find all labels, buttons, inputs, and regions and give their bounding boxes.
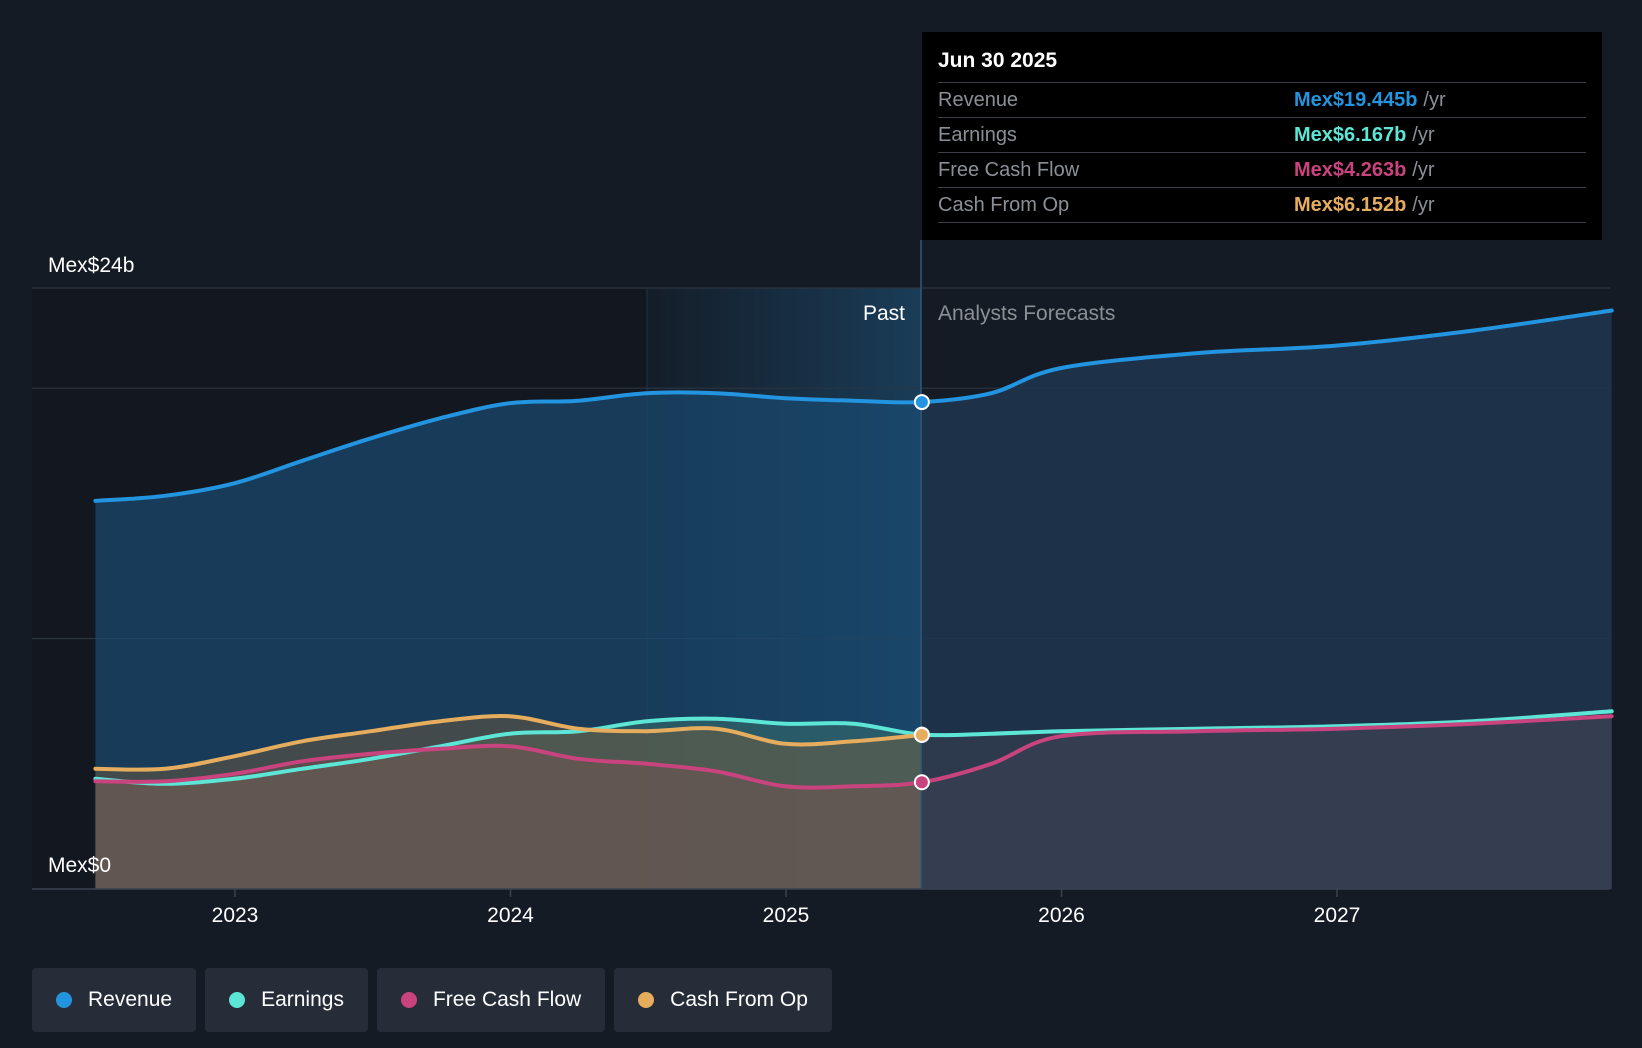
tooltip-row-free-cash-flow: Free Cash Flow Mex$4.263b /yr	[938, 153, 1586, 188]
marker-revenue	[913, 394, 930, 411]
legend-dot-icon	[638, 992, 655, 1008]
area-cash-from-op-past	[95, 715, 921, 889]
tooltip-label: Revenue	[938, 89, 1019, 111]
legend-item-free-cash-flow[interactable]: Free Cash Flow	[376, 968, 606, 1032]
legend-dot-icon	[229, 992, 246, 1008]
tooltip-row-earnings: Earnings Mex$6.167b /yr	[938, 118, 1586, 153]
tooltip-unit: /yr	[1423, 89, 1446, 111]
legend: Revenue Earnings Free Cash Flow Cash Fro…	[32, 968, 832, 1032]
x-tick-label: 2027	[1314, 904, 1361, 927]
forecast-label: Analysts Forecasts	[938, 302, 1115, 325]
tooltip-value: Mex$19.445b	[1294, 89, 1418, 111]
tooltip-date: Jun 30 2025	[938, 46, 1586, 83]
series-areas	[95, 310, 1612, 889]
series-lines	[93, 308, 1614, 790]
tooltip-value: Mex$4.263b	[1294, 159, 1407, 181]
x-tick-label: 2024	[487, 904, 534, 927]
divider-markers	[913, 394, 930, 791]
marker-cash-from-op	[913, 726, 930, 743]
tooltip-unit: /yr	[1412, 159, 1435, 181]
tooltip-value: Mex$6.152b	[1294, 194, 1407, 216]
y-axis-min-label: Mex$0	[48, 854, 111, 877]
line-earnings	[93, 709, 1614, 786]
legend-item-revenue[interactable]: Revenue	[32, 968, 197, 1032]
legend-dot-icon	[400, 992, 417, 1008]
legend-item-cash-from-op[interactable]: Cash From Op	[614, 968, 832, 1032]
line-free-cash-flow	[93, 714, 1614, 790]
line-cash-from-op	[93, 713, 924, 772]
legend-label: Revenue	[88, 988, 173, 1011]
area-revenue-past	[95, 392, 921, 889]
tooltip-value: Mex$6.167b	[1294, 124, 1407, 146]
area-free-cash-flow-past	[95, 745, 921, 889]
legend-label: Cash From Op	[670, 988, 808, 1011]
tooltip-label: Earnings	[938, 124, 1017, 146]
area-free-cash-flow-forecast	[921, 716, 1612, 889]
x-tick-label: 2023	[212, 904, 259, 927]
tooltip-label: Cash From Op	[938, 194, 1070, 216]
x-axis-ticks: 2023 2024 2025 2026 2027	[212, 889, 1361, 927]
tooltip-unit: /yr	[1412, 124, 1435, 146]
tooltip-row-revenue: Revenue Mex$19.445b /yr	[938, 83, 1586, 118]
marker-free-cash-flow	[913, 774, 930, 791]
y-axis-max-label: Mex$24b	[48, 254, 134, 277]
legend-item-earnings[interactable]: Earnings	[205, 968, 368, 1032]
tooltip-row-cash-from-op: Cash From Op Mex$6.152b /yr	[938, 188, 1586, 223]
tooltip: Jun 30 2025 Revenue Mex$19.445b /yr Earn…	[922, 32, 1602, 240]
area-earnings-past	[95, 718, 921, 889]
x-tick-label: 2026	[1038, 904, 1085, 927]
legend-label: Earnings	[261, 988, 344, 1011]
tooltip-unit: /yr	[1412, 194, 1435, 216]
legend-label: Free Cash Flow	[432, 988, 582, 1011]
legend-dot-icon	[56, 992, 72, 1008]
past-label: Past	[863, 302, 905, 325]
line-revenue	[93, 308, 1614, 503]
tooltip-label: Free Cash Flow	[938, 159, 1080, 181]
x-tick-label: 2025	[763, 904, 810, 927]
